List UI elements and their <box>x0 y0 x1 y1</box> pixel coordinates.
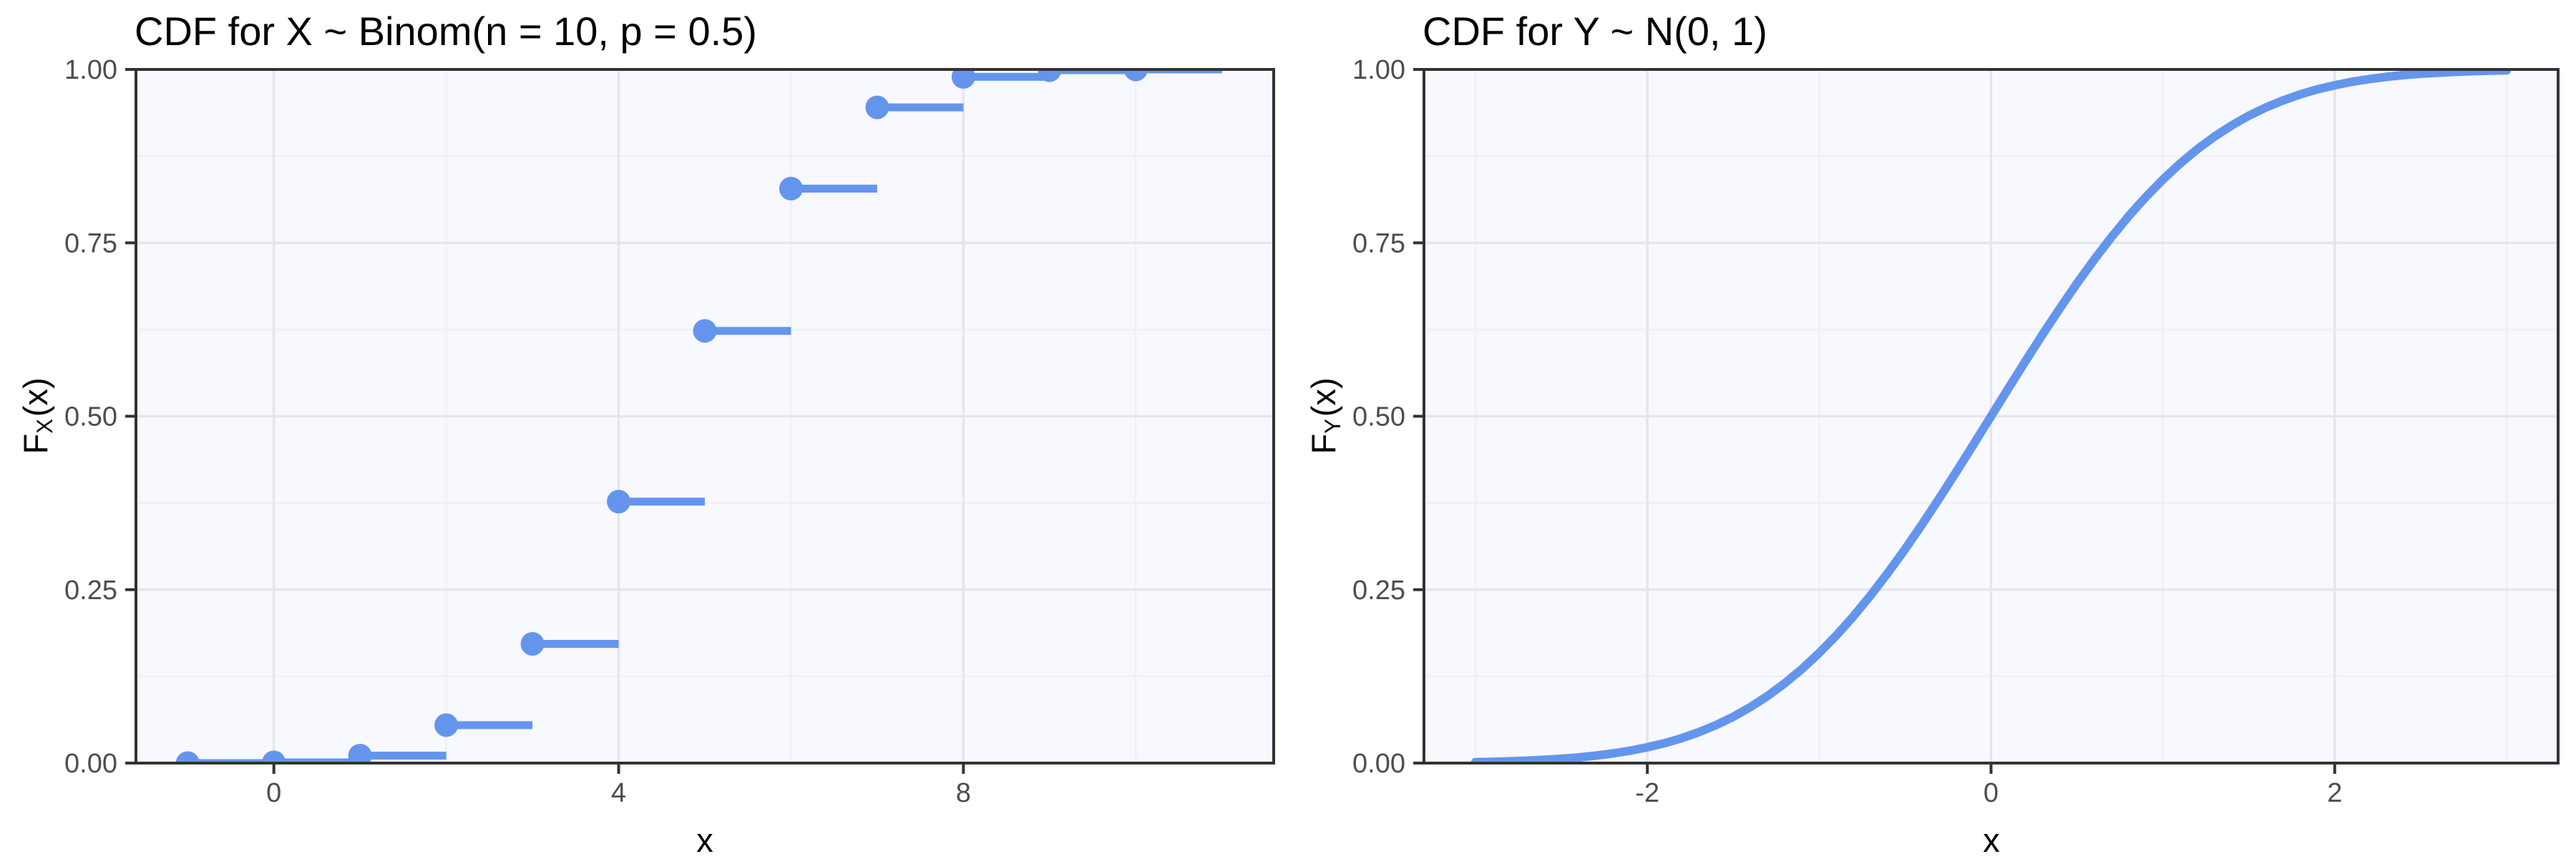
plot-panel-binomial: 0 4 8 0.00 0.25 0.50 0.75 1.00 <box>64 55 1275 808</box>
y-tick-label: 0.75 <box>1352 228 1405 258</box>
y-axis-title-binomial: FX (x) <box>16 377 57 455</box>
y-axis-title-base: F <box>1304 433 1343 455</box>
plot-title-binomial: CDF for X ~ Binom(n = 10, p = 0.5) <box>135 9 757 54</box>
cdf-point <box>262 750 286 763</box>
cdf-point <box>607 490 631 514</box>
y-tick-label: 0.25 <box>1352 576 1405 606</box>
y-axis-title-normal: FY (x) <box>1304 377 1345 455</box>
y-tick-label: 1.00 <box>1352 55 1405 85</box>
plot-panel-normal: -2 0 2 0.00 0.25 0.50 0.75 1.00 <box>1352 55 2560 808</box>
x-axis-title-binomial: x <box>696 821 713 859</box>
y-tick-label: 0.50 <box>1352 402 1405 432</box>
cdf-point <box>348 744 372 763</box>
y-axis-title-arg: (x) <box>16 377 55 417</box>
y-tick-label: 0.50 <box>64 402 117 432</box>
y-tick-label: 0.00 <box>1352 749 1405 779</box>
y-tick-label: 0.75 <box>64 228 117 258</box>
cdf-point <box>175 751 200 763</box>
cdf-point <box>865 95 889 120</box>
x-tick-label: 2 <box>2327 778 2342 808</box>
cdf-curve <box>1471 69 2511 763</box>
cdf-point <box>434 713 459 737</box>
data-layer <box>1471 69 2511 763</box>
cdf-point <box>1038 69 1062 82</box>
y-axis-title-base: F <box>16 433 55 455</box>
cdf-point <box>1123 69 1148 82</box>
y-axis-title-subscript: Y <box>1319 419 1345 434</box>
cdf-point <box>693 319 717 343</box>
y-axis-title-subscript: X <box>31 419 57 434</box>
y-tick-label: 0.00 <box>64 749 117 779</box>
x-tick-label: 0 <box>1984 778 1999 808</box>
cdf-point <box>520 631 545 656</box>
y-tick-label: 0.25 <box>64 576 117 606</box>
x-tick-label: 8 <box>956 778 971 808</box>
x-tick-label: 4 <box>611 778 626 808</box>
cdf-point <box>779 177 803 201</box>
plot-title-normal: CDF for Y ~ N(0, 1) <box>1423 9 1767 54</box>
x-tick-label: -2 <box>1635 778 1659 808</box>
cdf-point <box>951 69 975 89</box>
x-tick-label: 0 <box>266 778 281 808</box>
y-tick-label: 1.00 <box>64 55 117 85</box>
x-axis-title-normal: x <box>1983 821 2000 859</box>
y-axis-title-arg: (x) <box>1304 377 1343 417</box>
